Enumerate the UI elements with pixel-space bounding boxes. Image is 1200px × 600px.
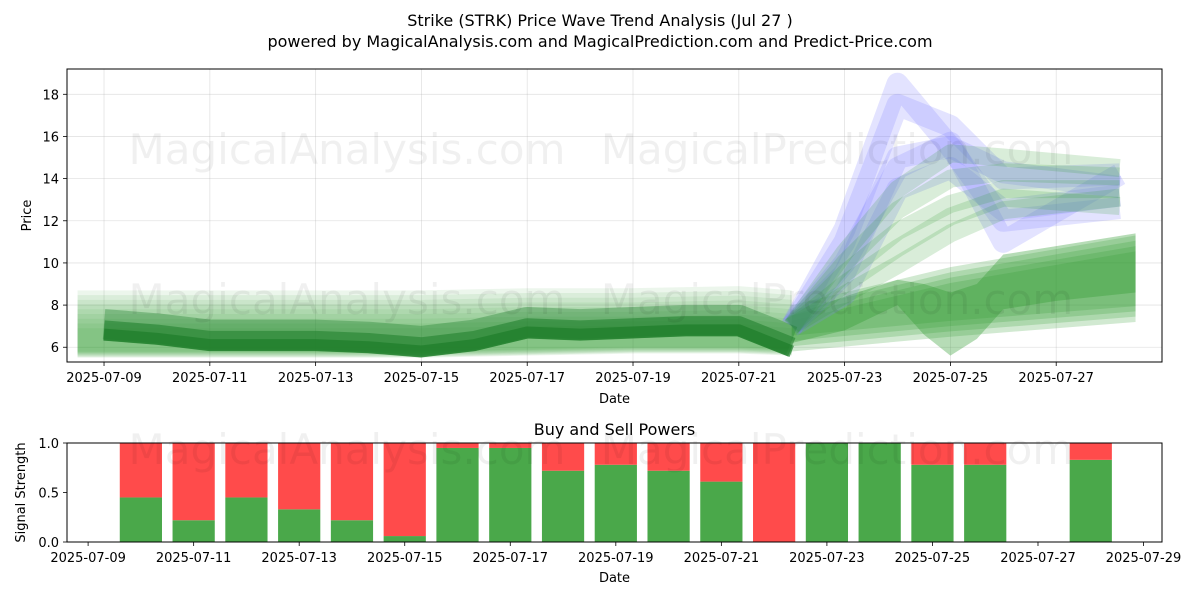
sell-power-bar — [489, 443, 532, 448]
bottom-x-tick-label: 2025-07-15 — [367, 551, 443, 566]
bottom-x-tick-label: 2025-07-19 — [578, 551, 654, 566]
sell-power-bar — [225, 443, 268, 498]
long-range-band — [791, 235, 1136, 352]
buy-power-bar — [647, 470, 690, 542]
price-wave-chart: 2025-07-09 2025-07-11 2025-07-13 2025-07-15… — [20, 68, 1163, 407]
buy-power-bar — [383, 536, 426, 542]
bottom-x-tick-label: 2025-07-17 — [472, 551, 548, 566]
watermark-prediction-bottom: MagicalPrediction.com — [601, 425, 1074, 474]
bottom-x-tick-label: 2025-07-11 — [156, 551, 232, 566]
bottom-x-tick-label: 2025-07-21 — [684, 551, 760, 566]
sell-power-bar — [964, 443, 1007, 465]
top-y-tick-label: 14 — [42, 173, 59, 188]
top-x-tick-label: 2025-07-11 — [172, 371, 248, 386]
buy-power-bar — [225, 497, 268, 542]
top-x-tick-label: 2025-07-23 — [807, 371, 883, 386]
buy-power-bar — [911, 464, 954, 542]
top-y-tick-label: 8 — [51, 299, 59, 314]
chart-title-line1: Strike (STRK) Price Wave Trend Analysis … — [407, 11, 793, 30]
buy-power-bar — [436, 447, 479, 542]
blue-prediction-wave — [786, 157, 1122, 336]
buy-power-bar — [172, 520, 215, 542]
sell-power-bar — [753, 443, 796, 542]
green-prediction-wave — [785, 180, 1120, 333]
buy-power-bar — [1069, 459, 1112, 542]
bottom-x-tick-label: 2025-07-27 — [1000, 551, 1076, 566]
buy-power-bar — [489, 447, 532, 542]
chart-title-line2: powered by MagicalAnalysis.com and Magic… — [267, 32, 932, 51]
long-range-band — [791, 240, 1136, 347]
watermark-prediction-mid: MagicalPrediction.com — [601, 275, 1074, 324]
green-prediction-wave — [786, 188, 1121, 334]
top-x-tick-label: 2025-07-09 — [66, 371, 142, 386]
top-y-tick-label: 12 — [42, 215, 59, 230]
watermark-analysis-mid: MagicalAnalysis.com — [129, 275, 566, 324]
buy-sell-power-chart: 2025-07-09 2025-07-11 2025-07-13 2025-07-15… — [14, 420, 1181, 586]
top-x-tick-label: 2025-07-15 — [384, 371, 460, 386]
sell-power-bar — [1069, 443, 1112, 460]
blue-prediction-wave — [783, 131, 1126, 334]
bottom-y-axis-label: Signal Strength — [14, 442, 29, 542]
buy-power-bar — [594, 464, 637, 542]
buy-power-bar — [330, 520, 374, 542]
bottom-x-tick-label: 2025-07-13 — [261, 551, 337, 566]
watermark-analysis-bottom: MagicalAnalysis.com — [129, 425, 566, 474]
sell-power-bar — [911, 443, 954, 465]
top-x-tick-label: 2025-07-17 — [489, 371, 565, 386]
blue-prediction-wave — [782, 72, 1121, 332]
top-x-tick-label: 2025-07-19 — [595, 371, 671, 386]
top-plot-area — [77, 72, 1136, 358]
bottom-x-tick-label: 2025-07-09 — [50, 551, 126, 566]
green-prediction-wave — [784, 163, 1121, 332]
buy-power-bar — [805, 443, 849, 542]
sell-power-bar — [647, 443, 690, 471]
bottom-plot-frame — [66, 442, 1163, 543]
blue-prediction-wave — [783, 135, 1122, 334]
top-x-axis-label: Date — [599, 392, 630, 407]
top-x-tick-label: 2025-07-27 — [1018, 371, 1094, 386]
bottom-y-tick-label: 0.0 — [38, 536, 59, 551]
sell-power-bar — [278, 443, 321, 510]
buy-power-bar — [858, 443, 901, 542]
green-prediction-wave — [787, 188, 1121, 334]
bottom-x-tick-label: 2025-07-25 — [895, 551, 971, 566]
sell-power-bar — [330, 443, 374, 521]
bottom-x-axis-label: Date — [599, 571, 630, 586]
top-y-tick-label: 10 — [42, 257, 59, 272]
green-prediction-wave — [784, 144, 1121, 332]
top-x-tick-label: 2025-07-25 — [913, 371, 989, 386]
bottom-x-tick-label: 2025-07-23 — [789, 551, 865, 566]
sell-power-bar — [594, 443, 637, 465]
sell-power-bar — [383, 443, 426, 537]
buy-power-bar — [700, 481, 743, 542]
wave-band — [791, 233, 1136, 356]
long-range-band — [791, 251, 1136, 336]
top-y-axis-label: Price — [20, 200, 35, 232]
top-y-tick-label: 18 — [42, 88, 59, 103]
blue-prediction-wave — [782, 93, 1121, 333]
sell-power-bar — [172, 443, 215, 521]
bottom-y-tick-label: 0.5 — [38, 487, 59, 502]
top-x-tick-label: 2025-07-21 — [701, 371, 777, 386]
long-range-band — [791, 246, 1136, 341]
sell-power-bar — [436, 443, 479, 448]
bottom-chart-title: Buy and Sell Powers — [534, 420, 696, 439]
top-x-tick-label: 2025-07-13 — [278, 371, 354, 386]
top-plot-frame — [66, 68, 1163, 363]
buy-power-bar — [278, 509, 321, 542]
core-price-line — [103, 324, 794, 358]
buy-power-bar — [541, 470, 585, 542]
top-y-tick-label: 6 — [51, 341, 59, 356]
buy-power-bar — [964, 464, 1007, 542]
bottom-x-tick-label: 2025-07-29 — [1106, 551, 1182, 566]
bottom-y-tick-label: 1.0 — [38, 437, 59, 452]
watermark-prediction-top: MagicalPrediction.com — [601, 125, 1074, 174]
watermark-analysis-top: MagicalAnalysis.com — [129, 125, 566, 174]
top-y-tick-label: 16 — [42, 130, 59, 145]
sell-power-bar — [119, 443, 162, 498]
sell-power-bar — [700, 443, 743, 482]
sell-power-bar — [541, 443, 585, 471]
buy-power-bar — [119, 497, 162, 542]
